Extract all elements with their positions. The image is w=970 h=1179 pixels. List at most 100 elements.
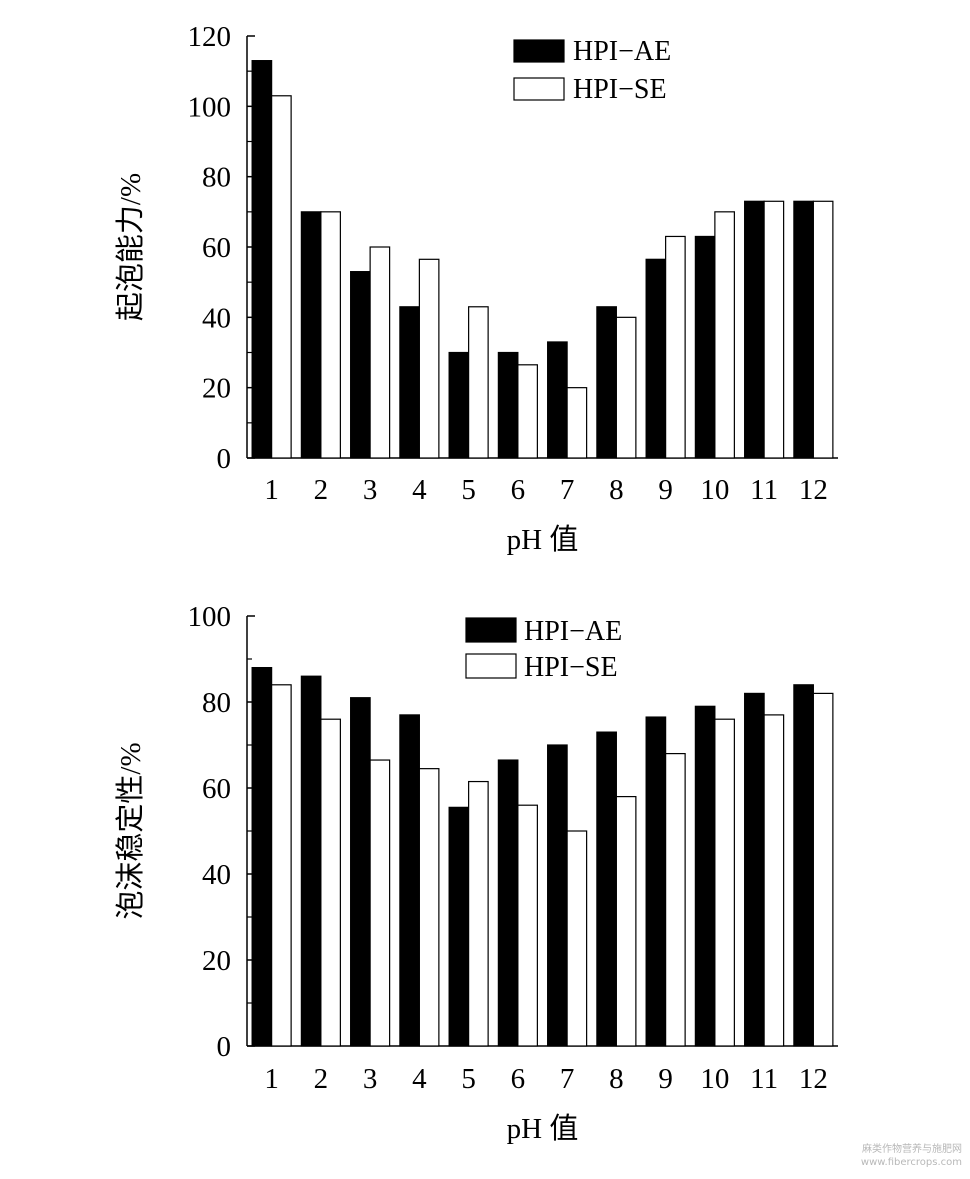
x-tick-label: 12 (799, 474, 828, 506)
bar-hpi-ae (448, 351, 470, 459)
bar-hpi-se (320, 211, 341, 459)
bar-hpi-ae (448, 806, 470, 1047)
x-tick-label: 1 (264, 474, 279, 506)
bar-hpi-se (812, 692, 834, 1047)
legend-swatch (465, 653, 517, 679)
bar-hpi-se (271, 95, 292, 459)
bar-hpi-ae (645, 716, 667, 1047)
x-tick-label: 4 (412, 474, 427, 506)
x-axis-title: pH 值 (507, 523, 579, 556)
bar-hpi-ae (300, 675, 322, 1047)
bar-hpi-ae (744, 200, 765, 459)
bar-hpi-se (566, 387, 588, 459)
y-tick-label: 100 (188, 91, 232, 123)
bar-hpi-ae (547, 341, 568, 459)
bar-hpi-se (468, 780, 489, 1047)
legend-label: HPI−AE (573, 36, 671, 67)
bar-hpi-ae (793, 684, 814, 1047)
x-tick-label: 12 (799, 1063, 828, 1095)
legend-label: HPI−AE (524, 616, 622, 647)
legend-label: HPI−SE (573, 74, 667, 105)
bar-hpi-se (615, 316, 637, 459)
bar-hpi-se (369, 759, 391, 1047)
bar-hpi-se (665, 235, 686, 459)
watermark-line2: www.fibercrops.com (860, 1157, 962, 1168)
bar-hpi-ae (251, 60, 273, 459)
x-tick-label: 1 (264, 1063, 279, 1095)
bar-hpi-se (517, 804, 538, 1047)
y-tick-label: 40 (202, 859, 231, 891)
bar-hpi-ae (399, 306, 420, 459)
x-tick-label: 7 (560, 474, 575, 506)
bar-hpi-se (517, 364, 538, 459)
bar-hpi-se (271, 684, 292, 1047)
bar-hpi-se (418, 258, 440, 459)
bar-hpi-ae (350, 697, 371, 1047)
bar-hpi-ae (744, 692, 765, 1047)
y-tick-label: 0 (217, 1031, 232, 1063)
x-tick-label: 10 (700, 474, 729, 506)
y-tick-label: 80 (202, 162, 231, 194)
x-tick-label: 6 (511, 1063, 526, 1095)
y-tick-label: 60 (202, 773, 231, 805)
y-tick-label: 40 (202, 302, 231, 334)
bar-hpi-ae (793, 200, 814, 459)
y-tick-label: 20 (202, 373, 231, 405)
x-tick-label: 4 (412, 1063, 427, 1095)
bar-hpi-ae (300, 211, 322, 459)
y-tick-label: 120 (188, 21, 232, 53)
x-tick-label: 2 (314, 1063, 329, 1095)
x-tick-label: 2 (314, 474, 329, 506)
x-tick-label: 8 (609, 474, 624, 506)
legend-swatch (513, 39, 565, 63)
x-tick-label: 3 (363, 474, 378, 506)
y-tick-label: 100 (188, 601, 232, 633)
legend-swatch (465, 617, 517, 643)
x-axis-title: pH 值 (507, 1112, 579, 1145)
bar-hpi-se (763, 200, 785, 459)
legend: HPI−AE HPI−SE (465, 616, 622, 683)
bar-hpi-se (763, 714, 785, 1047)
watermark-line1: 麻类作物营养与施肥网 (862, 1144, 962, 1155)
y-tick-label: 60 (202, 232, 231, 264)
x-tick-label: 5 (461, 1063, 476, 1095)
bar-hpi-ae (251, 666, 273, 1047)
x-tick-label: 10 (700, 1063, 729, 1095)
y-axis-title: 起泡能力/% (114, 173, 147, 321)
bar-hpi-ae (547, 744, 568, 1047)
x-tick-label: 11 (750, 474, 778, 506)
bar-hpi-ae (694, 705, 716, 1047)
bar-hpi-se (418, 768, 440, 1047)
y-tick-label: 80 (202, 687, 231, 719)
y-axis-title: 泡沫稳定性/% (114, 742, 147, 919)
bar-hpi-ae (596, 306, 617, 459)
bar-hpi-ae (497, 759, 519, 1047)
x-tick-label: 11 (750, 1063, 778, 1095)
watermark: 麻类作物营养与施肥网 www.fibercrops.com (861, 1143, 962, 1169)
bar-hpi-se (369, 246, 391, 459)
bar-hpi-ae (596, 731, 617, 1047)
bar-hpi-ae (497, 351, 519, 459)
bar-hpi-se (714, 211, 735, 459)
x-tick-label: 3 (363, 1063, 378, 1095)
bar-hpi-se (566, 830, 588, 1047)
bar-hpi-se (615, 795, 637, 1047)
bar-hpi-se (714, 718, 735, 1047)
x-tick-label: 8 (609, 1063, 624, 1095)
x-tick-label: 7 (560, 1063, 575, 1095)
bar-hpi-ae (350, 271, 371, 459)
x-tick-label: 5 (461, 474, 476, 506)
legend: HPI−AE HPI−SE (513, 36, 671, 105)
y-tick-label: 0 (217, 443, 232, 475)
x-tick-label: 9 (658, 474, 673, 506)
bar-hpi-ae (645, 258, 667, 459)
legend-swatch (513, 77, 565, 101)
bar-hpi-se (320, 718, 341, 1047)
bar-hpi-se (468, 306, 489, 459)
bar-hpi-se (665, 752, 686, 1047)
x-tick-label: 6 (511, 474, 526, 506)
bar-hpi-ae (399, 714, 420, 1047)
